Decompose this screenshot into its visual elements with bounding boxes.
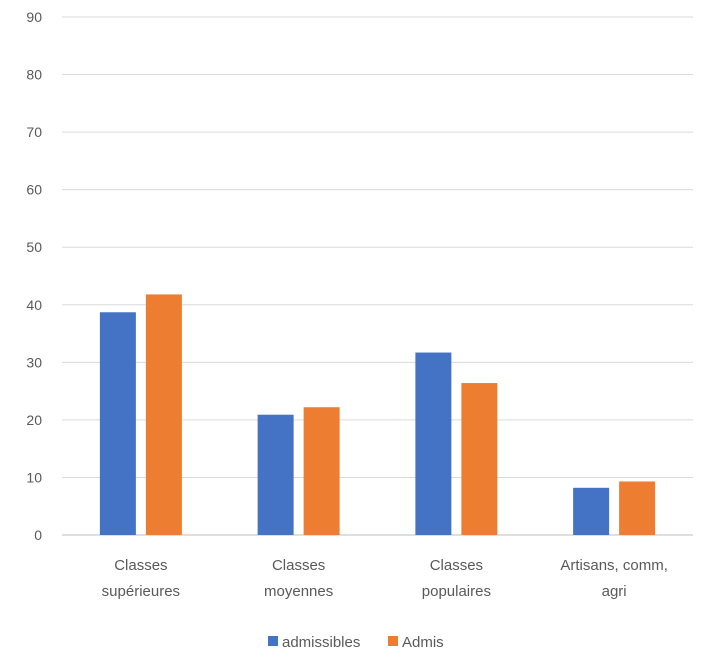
x-category-label: agri — [602, 583, 627, 600]
bar-admis-3 — [619, 481, 656, 535]
y-tick-label: 40 — [26, 297, 42, 313]
y-tick-label: 90 — [26, 9, 42, 25]
bar-admis-2 — [461, 383, 498, 535]
x-category-label: Classes — [114, 557, 167, 574]
x-category-label: populaires — [422, 583, 491, 600]
legend-swatch-admis — [388, 636, 398, 646]
x-axis-labels: Classes supérieures Classes moyennes Classes… — [102, 557, 668, 600]
bar-admis-1 — [303, 407, 340, 535]
y-tick-label: 70 — [26, 124, 42, 140]
x-category-label: supérieures — [102, 583, 180, 600]
legend-label-admis: Admis — [402, 634, 444, 651]
bar-admissibles-2 — [415, 352, 452, 535]
y-tick-label: 20 — [26, 412, 42, 428]
y-tick-label: 80 — [26, 67, 42, 83]
x-category-label: Classes — [272, 557, 325, 574]
x-category-label: Artisans, comm, — [560, 557, 668, 574]
y-axis-ticks: 0 10 20 30 40 50 60 70 80 90 — [26, 9, 42, 543]
legend-swatch-admissibles — [268, 636, 278, 646]
x-category-label: moyennes — [264, 583, 333, 600]
y-tick-label: 0 — [34, 527, 42, 543]
x-category-label: Classes — [430, 557, 483, 574]
y-tick-label: 60 — [26, 182, 42, 198]
bars — [99, 294, 656, 535]
y-tick-label: 30 — [26, 354, 42, 370]
bar-admissibles-3 — [573, 487, 610, 535]
bar-admissibles-0 — [99, 312, 136, 535]
y-tick-label: 10 — [26, 469, 42, 485]
bar-admis-0 — [145, 294, 182, 535]
bar-admissibles-1 — [257, 414, 294, 535]
legend: admissibles Admis — [268, 634, 444, 651]
y-tick-label: 50 — [26, 239, 42, 255]
legend-label-admissibles: admissibles — [282, 634, 360, 651]
